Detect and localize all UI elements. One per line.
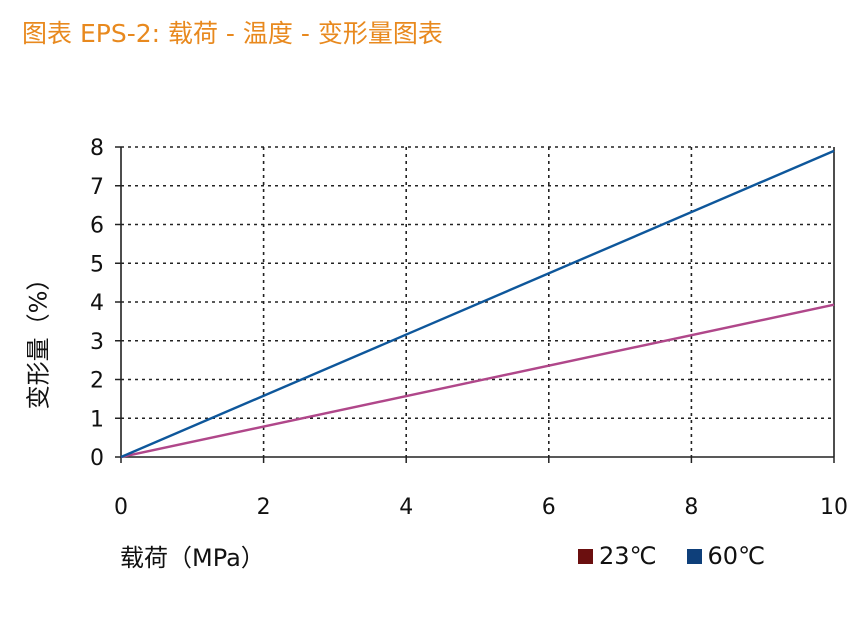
x-tick-label: 8 bbox=[684, 495, 698, 520]
legend-label-23: 23℃ bbox=[599, 542, 657, 570]
y-tick-label: 5 bbox=[90, 252, 104, 277]
x-tick-label: 4 bbox=[399, 495, 413, 520]
y-axis-label: 变形量（%） bbox=[24, 266, 53, 410]
series-lines bbox=[120, 149, 835, 459]
y-tick-label: 6 bbox=[90, 214, 104, 239]
y-tick-label: 1 bbox=[90, 407, 104, 432]
y-tick-label: 3 bbox=[90, 330, 104, 355]
legend: 23℃ 60℃ bbox=[578, 542, 765, 570]
series-line-60 bbox=[120, 149, 835, 459]
y-tick-label: 2 bbox=[90, 369, 104, 394]
legend-item-23: 23℃ bbox=[578, 542, 657, 570]
legend-label-60: 60℃ bbox=[707, 542, 766, 570]
chart-title: 图表 EPS-2: 载荷 - 温度 - 变形量图表 bbox=[22, 19, 443, 48]
x-tick-label: 10 bbox=[820, 495, 848, 520]
legend-swatch-60 bbox=[686, 548, 702, 564]
y-tick-label: 8 bbox=[90, 136, 104, 161]
grid-lines bbox=[121, 146, 834, 457]
y-tick-label: 4 bbox=[90, 291, 104, 316]
axes bbox=[115, 146, 835, 463]
tick-labels: 0 1 2 3 4 5 6 7 8 0 2 4 6 8 10 bbox=[90, 136, 848, 520]
x-axis-label: 载荷（MPa） bbox=[120, 544, 265, 572]
x-tick-label: 0 bbox=[114, 495, 128, 520]
legend-item-60: 60℃ bbox=[686, 542, 766, 570]
x-tick-label: 2 bbox=[257, 495, 271, 520]
legend-swatch-23 bbox=[578, 548, 593, 564]
y-tick-label: 0 bbox=[90, 446, 104, 471]
series-line-23 bbox=[120, 303, 835, 459]
x-tick-label: 6 bbox=[542, 495, 556, 520]
y-tick-label: 7 bbox=[90, 175, 104, 200]
